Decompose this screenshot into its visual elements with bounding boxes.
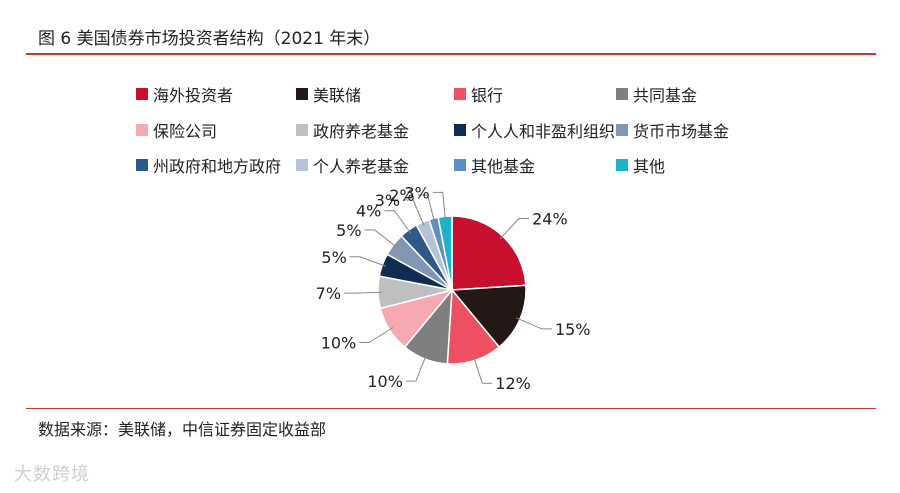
- data-label: 2%: [389, 186, 414, 205]
- legend-label: 货币市场基金: [633, 122, 730, 141]
- legend-swatch: [454, 124, 466, 136]
- data-label: 10%: [367, 372, 403, 391]
- legend-item: 银行: [454, 82, 503, 106]
- leader-line: [473, 356, 493, 384]
- legend-item: 个人养老基金: [296, 153, 409, 177]
- leader-line: [359, 327, 394, 344]
- legend-label: 政府养老基金: [313, 122, 410, 141]
- legend-label: 个人养老基金: [313, 157, 410, 176]
- legend-swatch: [454, 88, 466, 100]
- leader-line: [364, 229, 397, 248]
- data-label: 15%: [555, 320, 591, 339]
- data-label: 5%: [336, 221, 361, 240]
- legend-label: 个人人和非盈利组织: [471, 122, 616, 141]
- legend-item: 共同基金: [616, 82, 697, 106]
- data-label: 12%: [495, 374, 531, 393]
- data-label: 3%: [375, 191, 400, 210]
- legend-swatch: [296, 88, 308, 100]
- pie-slice: [451, 215, 527, 291]
- leader-line: [417, 194, 436, 223]
- figure-title: 图 6 美国债券市场投资者结构（2021 年末）: [38, 29, 381, 49]
- data-label: 3%: [404, 183, 429, 202]
- data-label: 4%: [356, 202, 381, 221]
- legend-item: 政府养老基金: [296, 118, 409, 142]
- legend-item: 保险公司: [136, 118, 217, 142]
- legend-swatch: [616, 124, 628, 136]
- legend-item: 海外投资者: [136, 82, 233, 106]
- legend-label: 其他: [633, 157, 666, 176]
- legend-item: 货币市场基金: [616, 118, 729, 142]
- source-note: 数据来源：美联储，中信证券固定收益部: [38, 420, 327, 439]
- legend-swatch: [616, 88, 628, 100]
- legend-label: 海外投资者: [153, 86, 234, 105]
- legend-swatch: [454, 159, 466, 171]
- legend-item: 个人人和非盈利组织: [454, 118, 615, 142]
- leader-line: [499, 218, 530, 240]
- legend-swatch: [136, 159, 148, 171]
- leader-line: [384, 210, 412, 234]
- leader-line: [344, 291, 383, 294]
- data-label: 24%: [532, 210, 568, 229]
- legend-label: 保险公司: [153, 122, 218, 141]
- legend-label: 州政府和地方政府: [153, 157, 282, 176]
- legend-label: 其他基金: [471, 157, 536, 176]
- source-divider: [26, 408, 876, 409]
- legend-label: 共同基金: [633, 86, 698, 105]
- legend-item: 其他基金: [454, 153, 535, 177]
- legend-swatch: [296, 159, 308, 171]
- data-label: 10%: [321, 334, 357, 353]
- leader-line: [403, 199, 425, 226]
- legend-item: 其他: [616, 153, 665, 177]
- leader-line: [405, 354, 427, 382]
- leader-line: [432, 191, 446, 221]
- leader-line: [349, 256, 387, 267]
- data-label: 5%: [321, 248, 346, 267]
- legend-swatch: [136, 88, 148, 100]
- legend-item: 美联储: [296, 82, 361, 106]
- legend-label: 美联储: [313, 86, 362, 105]
- legend-label: 银行: [471, 86, 504, 105]
- legend-swatch: [616, 159, 628, 171]
- legend-swatch: [136, 124, 148, 136]
- leader-line: [516, 317, 552, 330]
- title-divider: [26, 53, 876, 55]
- legend-item: 州政府和地方政府: [136, 153, 281, 177]
- data-label: 7%: [316, 284, 341, 303]
- legend-swatch: [296, 124, 308, 136]
- watermark-text: 大数跨境: [14, 464, 90, 485]
